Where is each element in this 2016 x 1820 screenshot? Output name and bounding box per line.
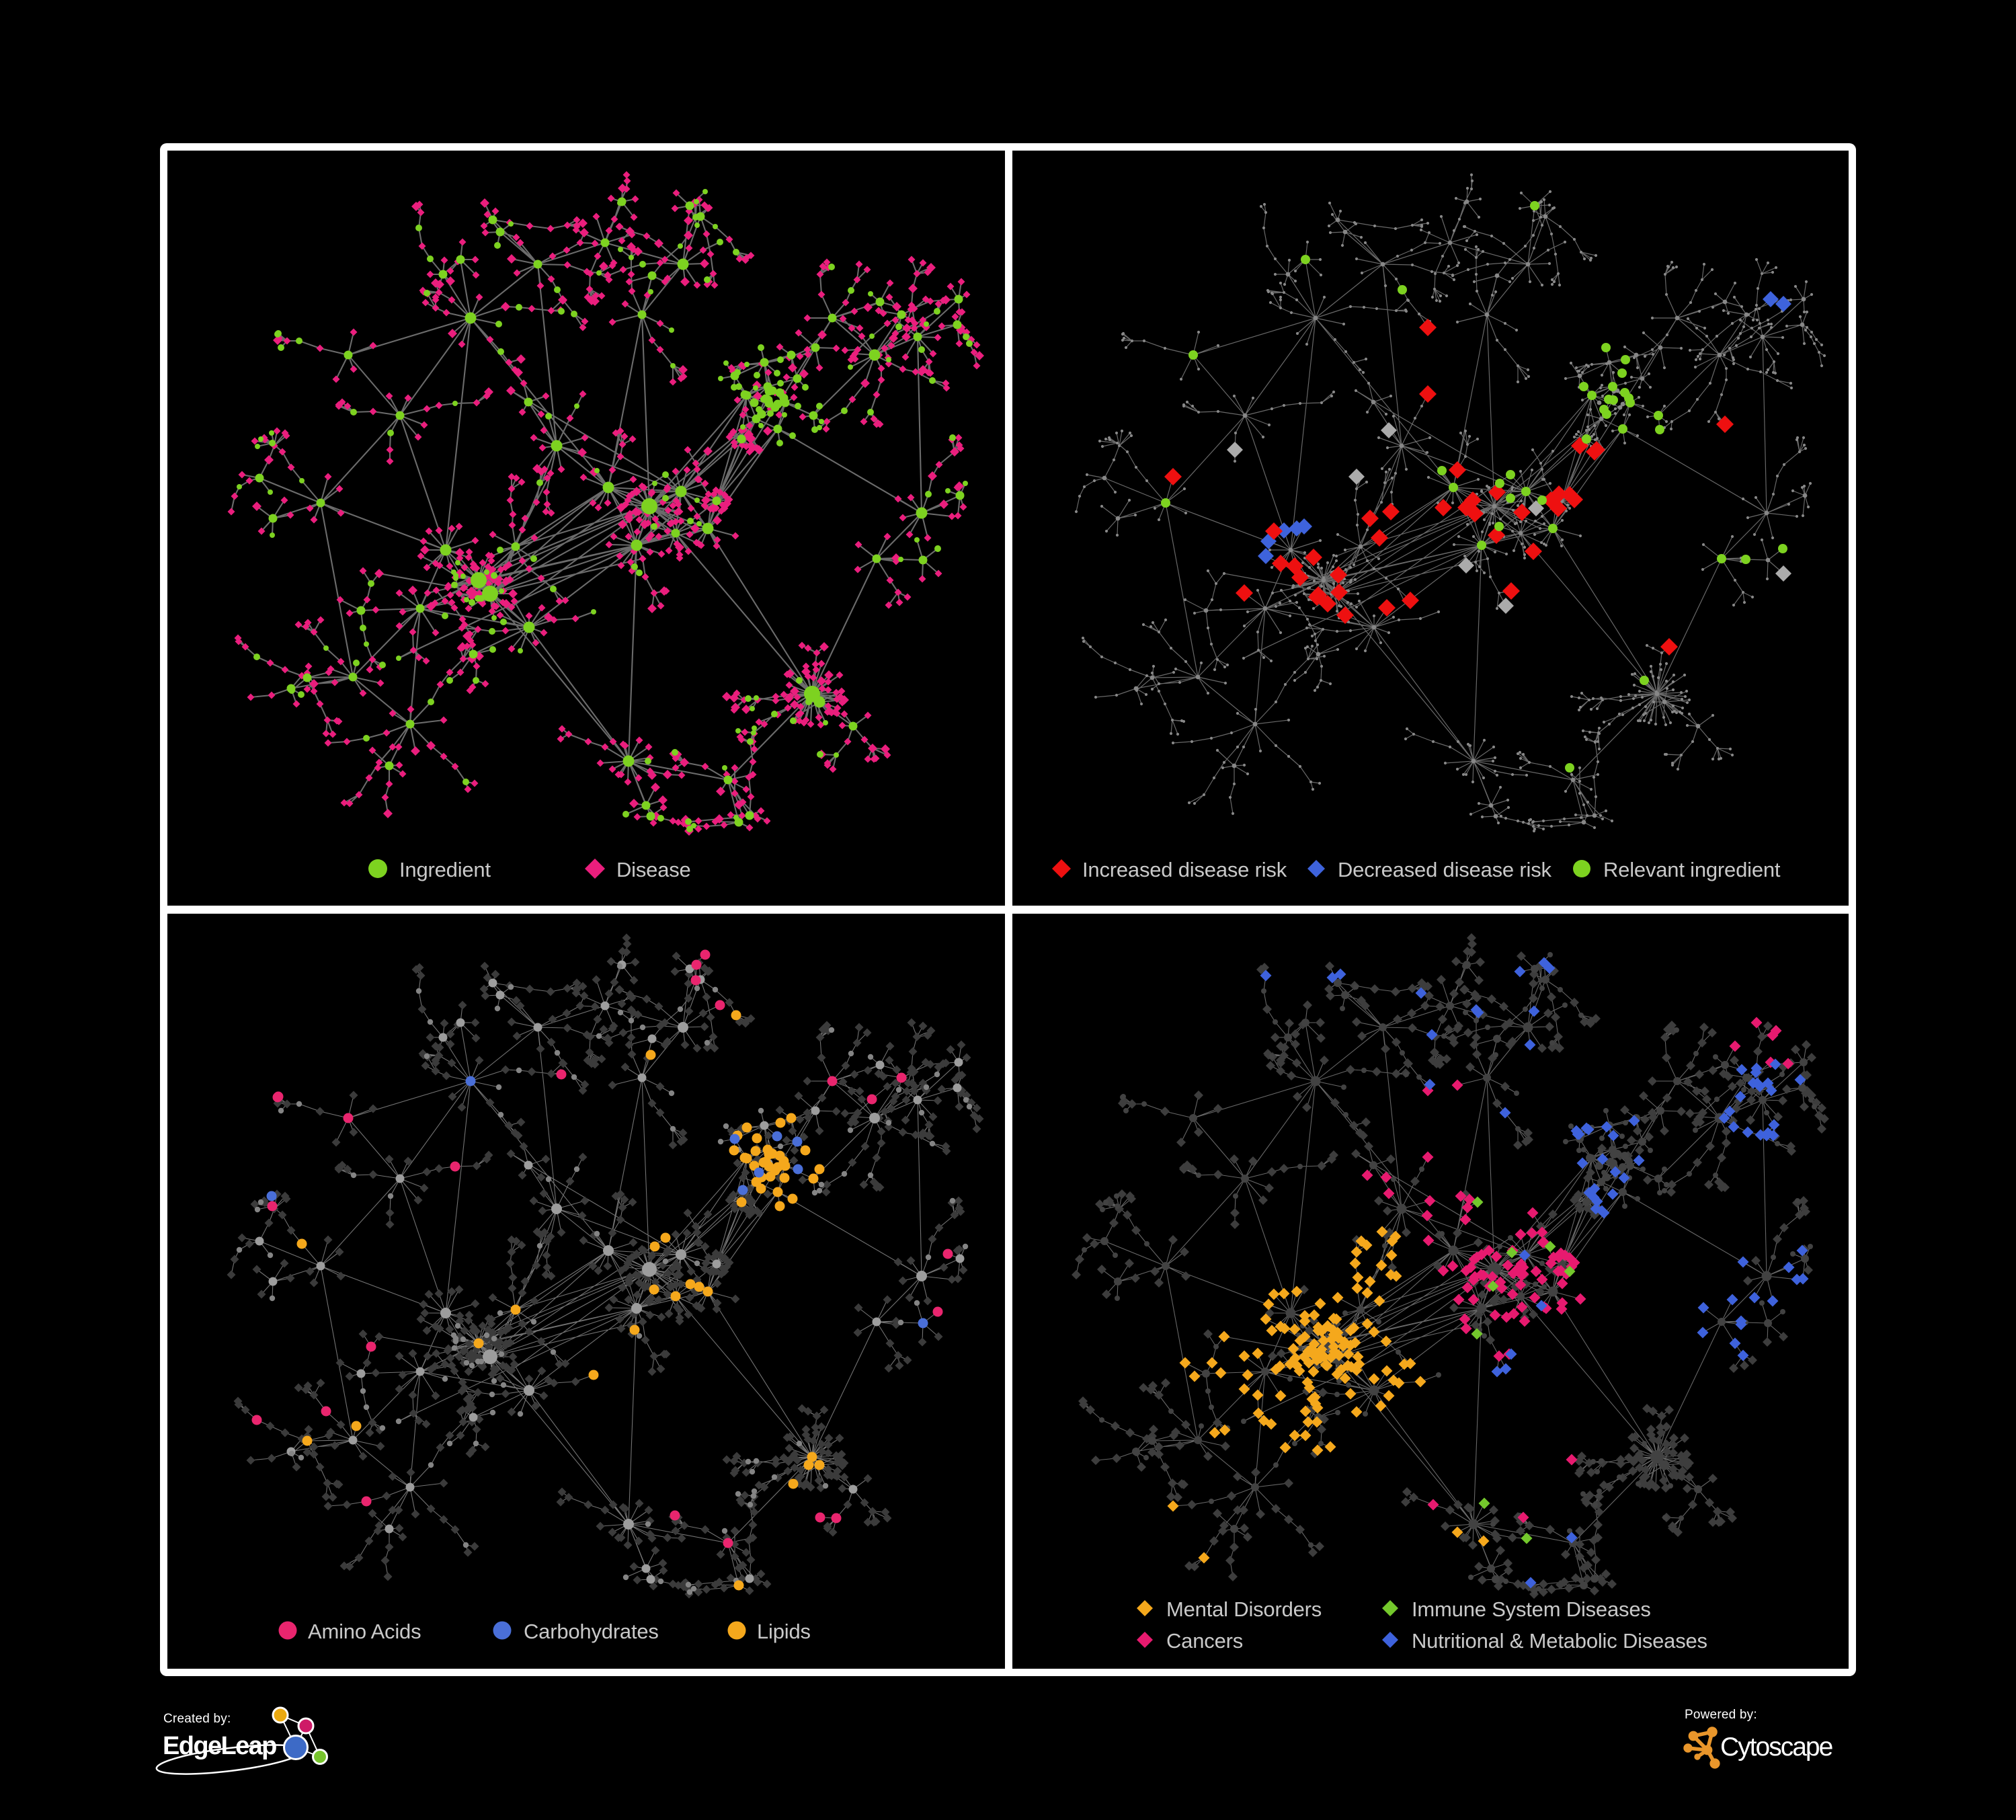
- svg-text:Nutritional & Metabolic Diseas: Nutritional & Metabolic Diseases: [1412, 1629, 1707, 1653]
- svg-text:Relevant ingredient: Relevant ingredient: [1603, 858, 1781, 881]
- svg-text:Powered by:: Powered by:: [1685, 1708, 1757, 1722]
- svg-text:Ingredient: Ingredient: [399, 858, 491, 881]
- svg-text:Created by:: Created by:: [163, 1712, 231, 1726]
- svg-text:Lipids: Lipids: [757, 1620, 811, 1643]
- svg-text:EdgeLeap: EdgeLeap: [163, 1732, 276, 1760]
- svg-text:Cancers: Cancers: [1166, 1629, 1243, 1653]
- svg-text:Cytoscape: Cytoscape: [1720, 1733, 1832, 1762]
- svg-text:Increased disease risk: Increased disease risk: [1082, 858, 1287, 881]
- svg-text:Amino Acids: Amino Acids: [308, 1620, 421, 1643]
- svg-text:Carbohydrates: Carbohydrates: [524, 1620, 659, 1643]
- svg-text:Mental Disorders: Mental Disorders: [1166, 1597, 1322, 1621]
- svg-text:Decreased disease risk: Decreased disease risk: [1338, 858, 1552, 881]
- svg-text:Immune System Diseases: Immune System Diseases: [1412, 1597, 1651, 1621]
- svg-text:Disease: Disease: [616, 858, 691, 881]
